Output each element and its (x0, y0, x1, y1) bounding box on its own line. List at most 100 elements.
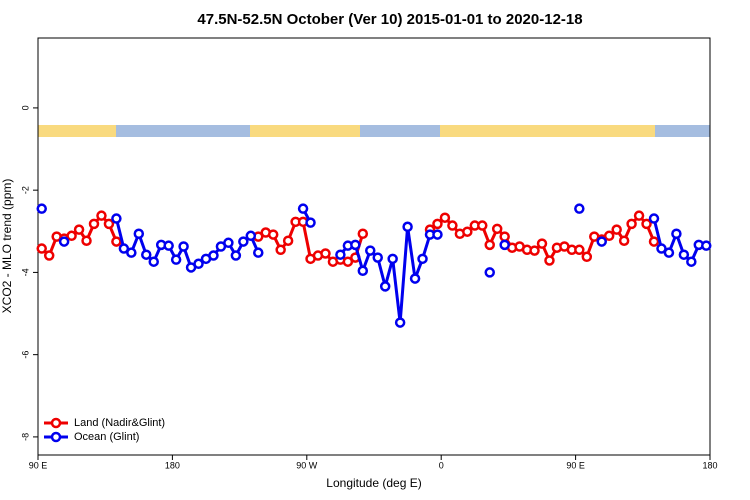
point (536, 238, 548, 249)
point (544, 255, 555, 266)
point (439, 212, 451, 223)
point (96, 210, 107, 221)
point (282, 235, 294, 246)
y-tick-label: -4 (20, 268, 30, 276)
point (432, 229, 443, 240)
point (230, 250, 242, 261)
x-tick-label: 90 E (566, 460, 585, 470)
point (387, 253, 398, 265)
legend-label: Ocean (Glint) (74, 431, 139, 443)
point (58, 236, 70, 247)
point (402, 221, 413, 233)
x-tick-label: 90 E (29, 460, 48, 470)
point (491, 223, 503, 235)
point (342, 256, 354, 267)
point (193, 258, 204, 270)
point (379, 281, 391, 292)
point (596, 236, 607, 247)
point (686, 256, 697, 267)
point (499, 231, 510, 242)
y-tick-label: -8 (20, 433, 30, 441)
point (365, 245, 376, 256)
point (36, 243, 47, 254)
point (43, 250, 55, 261)
point (574, 203, 585, 214)
point (66, 230, 77, 242)
point (394, 317, 406, 328)
point (81, 235, 92, 246)
x-tick-label: 180 (702, 460, 717, 470)
point (223, 237, 234, 249)
y-tick-label: 0 (20, 105, 30, 110)
point (178, 241, 189, 252)
point (163, 240, 174, 251)
point (618, 235, 630, 246)
point (477, 220, 488, 231)
point (701, 240, 712, 251)
point (663, 247, 675, 258)
point (170, 254, 182, 265)
point (357, 265, 369, 277)
plot-frame (37, 37, 711, 456)
point (267, 229, 279, 240)
point (499, 239, 510, 251)
point (417, 253, 428, 265)
point (350, 239, 361, 251)
point (581, 251, 593, 263)
point (208, 250, 219, 261)
x-tick-label: 90 W (296, 460, 318, 470)
point (611, 224, 622, 235)
x-tick-label: 180 (165, 460, 180, 470)
point (648, 236, 660, 247)
legend-marker (50, 417, 62, 429)
point (409, 273, 421, 284)
point (574, 244, 585, 256)
legend-label: Land (Nadir&Glint) (74, 417, 165, 429)
point (626, 218, 637, 230)
map-strip (38, 125, 710, 137)
point (656, 243, 667, 254)
point (633, 210, 645, 221)
point (357, 228, 369, 240)
point (484, 267, 495, 278)
point (253, 247, 264, 258)
point (73, 224, 85, 235)
point (245, 230, 257, 242)
point (297, 203, 309, 214)
point (238, 236, 249, 247)
point (432, 218, 443, 230)
point (462, 226, 473, 237)
point (678, 249, 690, 260)
point (275, 244, 286, 256)
legend-marker (50, 431, 62, 443)
point (111, 213, 122, 224)
point (133, 228, 145, 240)
point (372, 252, 383, 263)
point (320, 248, 331, 259)
series-line (114, 207, 707, 323)
point (335, 249, 346, 260)
y-tick-label: -2 (20, 186, 30, 194)
point (111, 236, 122, 247)
point (648, 213, 660, 224)
point (603, 230, 615, 242)
point (641, 218, 652, 230)
point (671, 228, 682, 240)
point (141, 249, 152, 260)
point (148, 256, 159, 267)
y-tick-label: -6 (20, 351, 30, 359)
y-axis-label: XCO2 - MLO trend (ppm) (0, 179, 14, 314)
point (88, 218, 100, 230)
x-tick-label: 0 (439, 460, 444, 470)
point (103, 218, 115, 230)
chart-title: 47.5N-52.5N October (Ver 10) 2015-01-01 … (197, 11, 582, 28)
point (126, 247, 137, 258)
x-axis-label: Longitude (deg E) (326, 476, 421, 490)
point (118, 243, 130, 254)
point (305, 217, 316, 228)
point (529, 245, 540, 256)
point (36, 203, 47, 214)
point (484, 239, 495, 251)
point (447, 220, 458, 231)
